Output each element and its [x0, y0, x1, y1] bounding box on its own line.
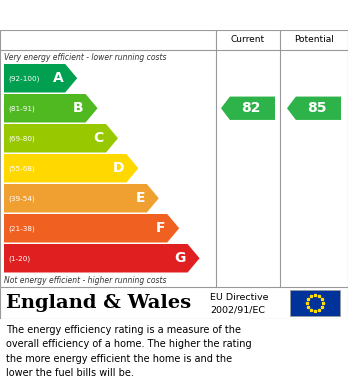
Polygon shape [4, 94, 97, 122]
Polygon shape [4, 124, 118, 152]
Text: Potential: Potential [294, 36, 334, 45]
Text: (81-91): (81-91) [8, 105, 35, 111]
Text: F: F [156, 221, 165, 235]
Polygon shape [4, 214, 179, 242]
Text: (39-54): (39-54) [8, 195, 35, 201]
Polygon shape [4, 184, 159, 212]
Text: 82: 82 [241, 101, 261, 115]
Text: (92-100): (92-100) [8, 75, 39, 81]
Text: B: B [73, 101, 84, 115]
Bar [290, 290, 340, 316]
Text: C: C [94, 131, 104, 145]
Text: (55-68): (55-68) [8, 165, 35, 172]
Polygon shape [4, 154, 139, 183]
Text: G: G [174, 251, 185, 265]
Polygon shape [4, 244, 199, 273]
Text: D: D [113, 161, 124, 175]
Text: A: A [53, 71, 63, 85]
Polygon shape [287, 97, 341, 120]
Text: Not energy efficient - higher running costs: Not energy efficient - higher running co… [4, 276, 166, 285]
Text: Very energy efficient - lower running costs: Very energy efficient - lower running co… [4, 52, 166, 61]
Text: (21-38): (21-38) [8, 225, 35, 231]
Text: 2002/91/EC: 2002/91/EC [210, 305, 265, 314]
Text: (1-20): (1-20) [8, 255, 30, 262]
Text: Energy Efficiency Rating: Energy Efficiency Rating [9, 7, 230, 23]
Text: The energy efficiency rating is a measure of the
overall efficiency of a home. T: The energy efficiency rating is a measur… [6, 325, 252, 378]
Text: E: E [135, 191, 145, 205]
Text: EU Directive: EU Directive [210, 293, 269, 302]
Text: (69-80): (69-80) [8, 135, 35, 142]
Text: 85: 85 [307, 101, 327, 115]
Text: Current: Current [231, 36, 265, 45]
Polygon shape [221, 97, 275, 120]
Text: England & Wales: England & Wales [6, 294, 191, 312]
Polygon shape [4, 64, 77, 93]
